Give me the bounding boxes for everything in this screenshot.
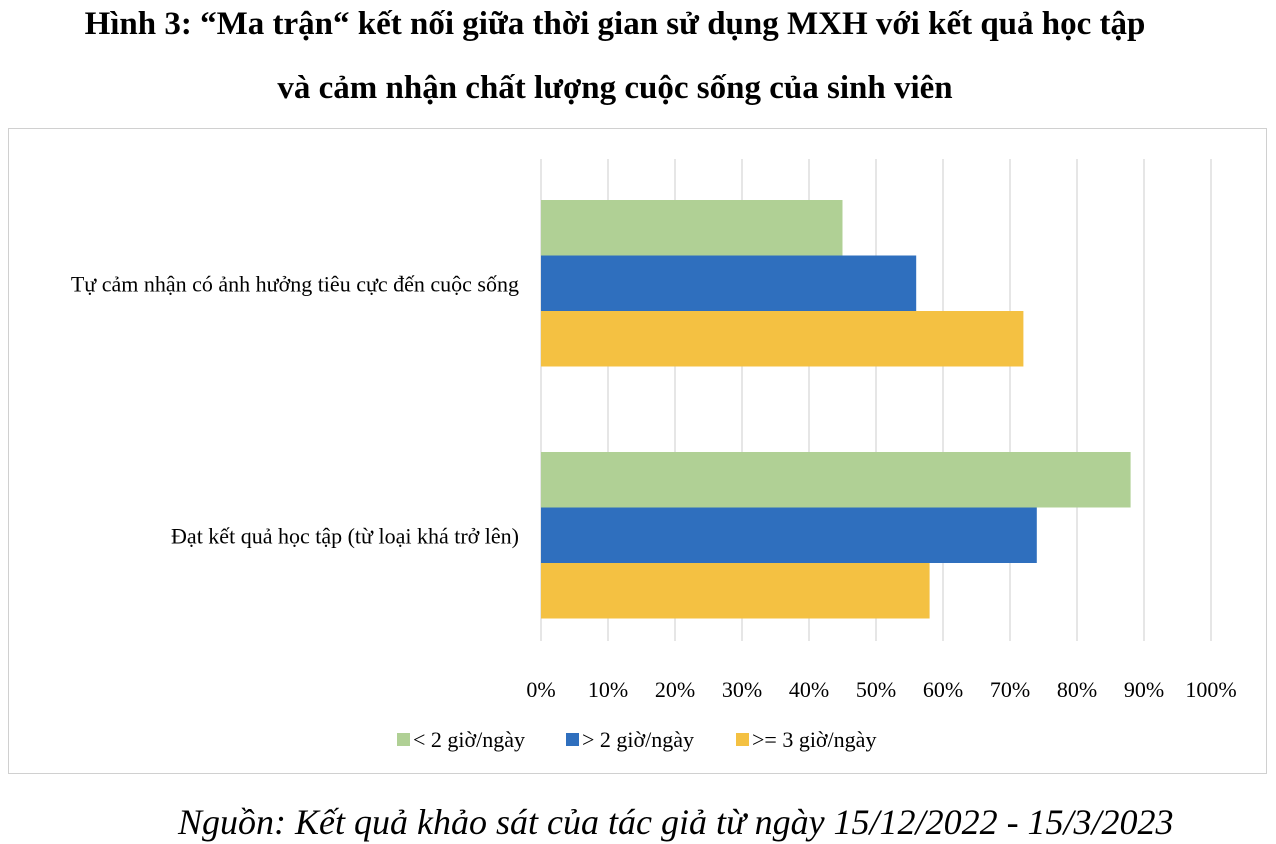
x-tick-label: 10% bbox=[588, 677, 628, 702]
legend-swatch bbox=[397, 733, 410, 746]
legend-label: < 2 giờ/ngày bbox=[413, 727, 525, 752]
x-tick-label: 20% bbox=[655, 677, 695, 702]
x-tick-label: 90% bbox=[1124, 677, 1164, 702]
x-tick-label: 50% bbox=[856, 677, 896, 702]
figure-source: Nguồn: Kết quả khảo sát của tác giả từ n… bbox=[178, 802, 1174, 842]
legend-label: >= 3 giờ/ngày bbox=[752, 727, 876, 752]
figure-title-line-2: và cảm nhận chất lượng cuộc sống của sin… bbox=[277, 70, 953, 106]
x-tick-label: 30% bbox=[722, 677, 762, 702]
legend-swatch bbox=[566, 733, 579, 746]
bar bbox=[541, 452, 1131, 508]
bar bbox=[541, 311, 1024, 367]
x-tick-label: 0% bbox=[526, 677, 555, 702]
legend-label: > 2 giờ/ngày bbox=[582, 727, 694, 752]
x-tick-label: 40% bbox=[789, 677, 829, 702]
legend-swatch bbox=[736, 733, 749, 746]
category-label: Đạt kết quả học tập (từ loại khá trở lên… bbox=[171, 523, 519, 548]
category-label: Tự cảm nhận có ảnh hưởng tiêu cực đến cu… bbox=[71, 271, 519, 296]
bar bbox=[541, 563, 930, 619]
x-tick-label: 60% bbox=[923, 677, 963, 702]
x-tick-label: 100% bbox=[1185, 677, 1236, 702]
bar bbox=[541, 507, 1037, 563]
bar bbox=[541, 255, 917, 311]
chart-frame: 0% 10% 20% 30% 40% 50% 60% 70% 80% 90% 100% Tự cảm … bbox=[8, 128, 1267, 774]
figure-title-line-1: Hình 3: “Ma trận“ kết nối giữa thời gian… bbox=[84, 6, 1146, 42]
bar bbox=[541, 200, 843, 256]
x-tick-label: 80% bbox=[1057, 677, 1097, 702]
x-tick-label: 70% bbox=[990, 677, 1030, 702]
bar-chart: 0% 10% 20% 30% 40% 50% 60% 70% 80% 90% 100% Tự cảm … bbox=[71, 159, 1237, 752]
